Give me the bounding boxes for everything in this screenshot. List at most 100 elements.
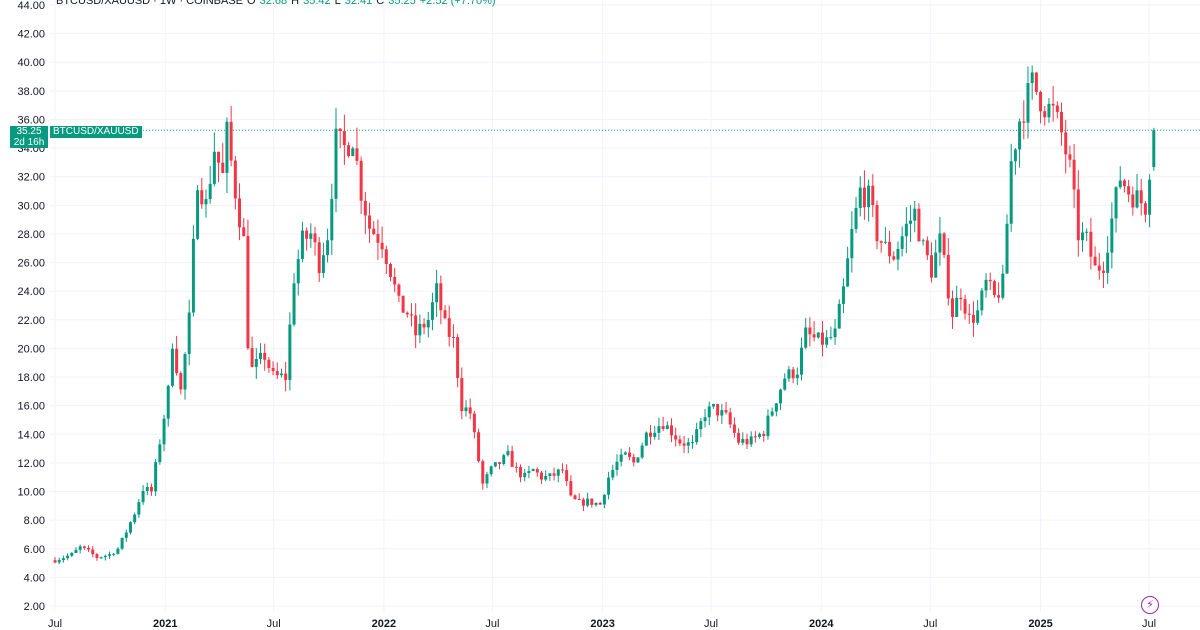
candle-body — [305, 230, 309, 239]
candle-body — [649, 432, 653, 437]
candle — [1064, 119, 1068, 174]
candle-body — [783, 378, 787, 390]
candle-body — [254, 358, 258, 367]
candle-body — [531, 469, 535, 471]
candle — [678, 435, 682, 447]
candle-body — [326, 240, 330, 256]
candle — [506, 445, 510, 457]
candle — [338, 128, 342, 149]
candle-body — [1101, 270, 1105, 273]
candle — [460, 367, 464, 420]
candle-body — [397, 284, 401, 296]
candle-body — [233, 160, 237, 199]
candle — [598, 501, 602, 505]
candle — [70, 552, 74, 558]
candle — [1018, 118, 1022, 168]
candle-body — [292, 283, 296, 325]
candle-body — [535, 469, 539, 473]
candle — [594, 502, 598, 507]
candle — [389, 262, 393, 282]
candle-body — [439, 283, 443, 311]
candle — [158, 439, 162, 465]
candle — [942, 232, 946, 258]
candle — [829, 326, 833, 340]
candle-body — [640, 445, 644, 458]
candle — [628, 447, 632, 461]
candle — [812, 321, 816, 342]
candle — [971, 301, 975, 337]
y-tick-label: 22.00 — [17, 315, 45, 327]
candle-body — [850, 228, 854, 259]
candle — [1127, 179, 1131, 203]
candle-body — [112, 553, 116, 555]
symbol-label-tag: BTCUSD/XAUUSD — [50, 126, 142, 138]
candle — [485, 471, 489, 489]
candle-body — [1135, 190, 1139, 208]
candle-body — [1139, 190, 1143, 204]
candle-body — [91, 549, 95, 555]
candle-body — [594, 502, 598, 505]
candle-body — [124, 532, 128, 538]
candle-body — [1097, 265, 1101, 271]
candle — [208, 166, 212, 204]
candle-body — [682, 443, 686, 446]
candle-body — [862, 187, 866, 208]
candle-body — [766, 415, 770, 437]
y-axis-tick-labels: 2.00 4.00 6.00 8.00 10.00 12.00 14.00 16.00 18.0… — [17, 0, 45, 613]
candle-body — [393, 276, 397, 285]
candle-body — [1093, 256, 1097, 266]
candle-body — [149, 486, 153, 492]
candle-body — [732, 424, 736, 433]
candle — [82, 545, 86, 550]
candle-body — [229, 121, 233, 161]
candle-body — [925, 240, 929, 256]
candle — [854, 197, 858, 233]
candle — [78, 544, 82, 554]
candle — [1009, 143, 1013, 232]
candle-body — [934, 252, 938, 278]
y-tick-label: 26.00 — [17, 258, 45, 270]
candle — [489, 465, 493, 477]
candle — [934, 239, 938, 278]
candle-body — [661, 426, 665, 430]
candle-body — [300, 230, 304, 260]
candle-body — [87, 547, 91, 550]
candle — [162, 414, 166, 452]
candle — [904, 207, 908, 254]
candle — [946, 238, 950, 306]
candle — [745, 433, 749, 450]
candle-body — [644, 432, 648, 446]
candle-body — [703, 417, 707, 422]
candle-body — [728, 412, 732, 425]
candle — [602, 494, 606, 509]
candle-body — [99, 557, 103, 559]
y-tick-label: 44.00 — [17, 0, 45, 12]
candle-body — [347, 145, 351, 157]
candle-body — [498, 462, 502, 464]
candle — [330, 183, 334, 255]
candle — [1093, 246, 1097, 266]
candle-body — [179, 373, 183, 390]
candle-body — [674, 435, 678, 440]
lightning-icon[interactable]: ⚡ — [1141, 596, 1159, 614]
candle — [925, 236, 929, 260]
candle — [120, 537, 124, 551]
candle-body — [212, 151, 216, 184]
candle — [1072, 143, 1076, 209]
candle-body — [95, 554, 99, 558]
legend-symbol: BTCUSD/XAUUSD · 1W · COINBASE — [56, 0, 244, 7]
candle-body — [430, 302, 434, 320]
candle-body — [707, 406, 711, 418]
candle — [300, 221, 304, 263]
x-tick-label: 2021 — [153, 618, 177, 630]
candle — [611, 464, 615, 481]
candle — [258, 343, 262, 365]
candle-body — [225, 121, 229, 173]
candle-body — [946, 254, 950, 299]
candle-body — [460, 378, 464, 412]
candle — [196, 185, 200, 241]
candle — [883, 226, 887, 245]
candle-body — [833, 328, 837, 338]
